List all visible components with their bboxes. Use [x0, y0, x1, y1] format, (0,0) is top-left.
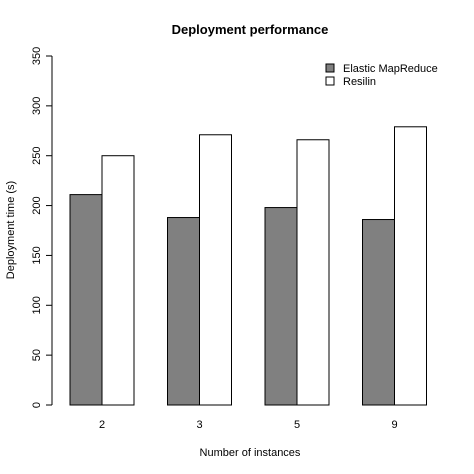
y-tick-label: 0	[31, 402, 43, 408]
x-axis-label: Number of instances	[200, 447, 301, 459]
y-axis-label: Deployment time (s)	[5, 181, 17, 279]
legend-label: Elastic MapReduce	[343, 63, 438, 75]
bar-elastic-mapreduce-2	[69, 194, 103, 406]
y-tick-label: 200	[31, 196, 43, 214]
chart-title: Deployment performance	[172, 22, 329, 37]
bar-elastic-mapreduce-5	[264, 207, 298, 406]
x-axis: 2 3 5 9	[99, 419, 398, 431]
legend-label: Resilin	[343, 76, 376, 88]
y-tick-label: 100	[31, 296, 43, 314]
bar-resilin-2	[101, 155, 135, 406]
bar-resilin-3	[199, 134, 232, 406]
legend-swatch	[325, 63, 335, 73]
bars	[69, 126, 427, 406]
y-tick-label: 50	[31, 349, 43, 361]
x-tick-label: 2	[99, 419, 105, 431]
legend-swatch	[325, 76, 335, 86]
y-tick-label: 300	[31, 97, 43, 115]
y-axis: 0 50 100 150 200 250 300 350	[31, 47, 53, 408]
bar-elastic-mapreduce-3	[167, 217, 200, 406]
x-tick-label: 3	[196, 419, 202, 431]
x-tick-label: 9	[391, 419, 397, 431]
x-tick-label: 5	[294, 419, 300, 431]
y-tick-label: 350	[31, 47, 43, 65]
bar-elastic-mapreduce-9	[362, 219, 395, 406]
y-tick-label: 250	[31, 147, 43, 165]
bar-resilin-9	[394, 126, 427, 406]
y-tick-label: 150	[31, 246, 43, 264]
bar-resilin-5	[296, 139, 330, 406]
